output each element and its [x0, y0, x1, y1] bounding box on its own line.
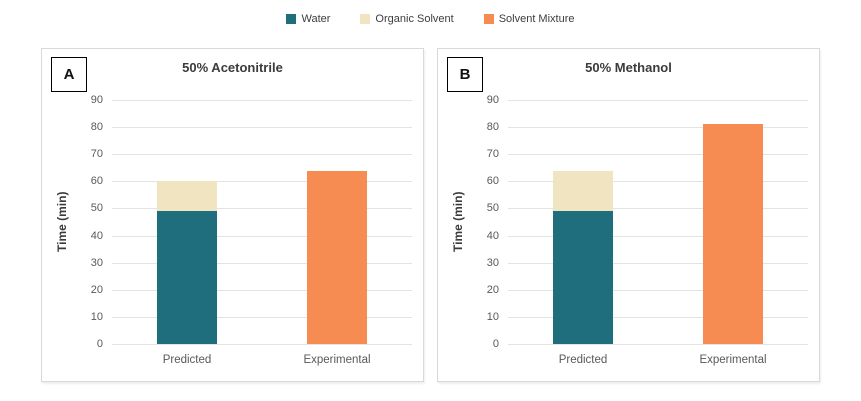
gridline-20: [112, 289, 412, 291]
gridline-60: [112, 181, 412, 183]
x-tick-label-predicted: Predicted: [162, 354, 212, 366]
panel-label-a: A: [51, 57, 87, 92]
y-tick-label-50: 50: [486, 202, 499, 215]
y-tick-label-80: 80: [90, 121, 103, 134]
gridline-10: [112, 316, 412, 318]
legend-swatch-solvent-mixture: [483, 14, 494, 24]
panel-a: A 50% Acetonitrile Time (min) 0 10 20 30 40 5…: [41, 48, 424, 382]
plot-area-b: 0 10 20 30 40 50 60 70 80 90 Predicted Experimental: [487, 94, 808, 366]
gridline-40: [508, 235, 808, 237]
y-tick-label-30: 30: [486, 256, 499, 269]
legend-swatch-organic-solvent: [360, 14, 371, 24]
gridline-10: [508, 316, 808, 318]
panel-title-b: 50% Methanol: [585, 60, 672, 75]
y-tick-label-10: 10: [90, 310, 103, 323]
y-tick-label-20: 20: [90, 283, 103, 296]
y-tick-label-30: 30: [90, 256, 103, 269]
gridline-0: [112, 344, 412, 345]
bar-segment-water: [157, 211, 217, 344]
bar-experimental: [307, 170, 367, 344]
bar-segment-solvent-mixture: [307, 170, 367, 344]
y-tick-label-40: 40: [486, 229, 499, 242]
y-tick-label-90: 90: [486, 94, 499, 106]
gridline-30: [508, 262, 808, 264]
bar-predicted: [553, 170, 613, 344]
y-tick-label-80: 80: [486, 121, 499, 134]
bar-segment-organic-solvent: [553, 170, 613, 212]
gridline-80: [112, 127, 412, 129]
legend-item-solvent-mixture: Solvent Mixture: [483, 13, 575, 25]
legend-item-water: Water: [286, 13, 330, 25]
bar-predicted: [157, 181, 217, 344]
gridline-70: [508, 154, 808, 156]
y-axis-label-b: Time (min): [451, 191, 465, 253]
gridline-60: [508, 181, 808, 183]
y-tick-label-90: 90: [90, 94, 103, 106]
y-axis-label-a: Time (min): [55, 191, 69, 253]
y-tick-label-70: 70: [90, 148, 103, 161]
x-tick-label-experimental: Experimental: [699, 354, 767, 366]
panels-row: A 50% Acetonitrile Time (min) 0 10 20 30 40 5…: [0, 48, 861, 382]
bar-experimental: [703, 124, 763, 344]
y-tick-label-0: 0: [492, 338, 499, 350]
panel-b: B 50% Methanol Time (min) 0 10 20 30 40 50 60 7…: [437, 48, 820, 382]
y-tick-label-70: 70: [486, 148, 499, 161]
gridline-70: [112, 154, 412, 156]
gridline-90: [508, 100, 808, 101]
gridline-30: [112, 262, 412, 264]
panel-title-a: 50% Acetonitrile: [182, 60, 283, 75]
gridline-20: [508, 289, 808, 291]
legend-label-organic-solvent: Organic Solvent: [375, 13, 454, 25]
legend-swatch-water: [286, 14, 297, 24]
gridline-80: [508, 127, 808, 129]
bar-segment-organic-solvent: [157, 181, 217, 212]
y-tick-label-60: 60: [90, 175, 103, 188]
gridline-0: [508, 344, 808, 345]
x-tick-label-experimental: Experimental: [303, 354, 371, 366]
legend-item-organic-solvent: Organic Solvent: [360, 13, 454, 25]
y-tick-label-0: 0: [96, 338, 103, 350]
y-tick-label-40: 40: [90, 229, 103, 242]
gridline-40: [112, 235, 412, 237]
bar-segment-water: [553, 211, 613, 344]
gridline-90: [112, 100, 412, 101]
y-tick-label-20: 20: [486, 283, 499, 296]
y-tick-label-50: 50: [90, 202, 103, 215]
y-tick-label-10: 10: [486, 310, 499, 323]
panel-label-b: B: [447, 57, 483, 92]
legend-label-solvent-mixture: Solvent Mixture: [498, 13, 575, 25]
x-tick-label-predicted: Predicted: [558, 354, 608, 366]
bar-segment-solvent-mixture: [703, 124, 763, 344]
plot-area-a: 0 10 20 30 40 50 60 70 80 90 Predicted Experimental: [91, 94, 412, 366]
gridline-50: [508, 208, 808, 210]
chart-legend: Water Organic Solvent Solvent Mixture: [0, 13, 861, 25]
y-tick-label-60: 60: [486, 175, 499, 188]
gridline-50: [112, 208, 412, 210]
legend-label-water: Water: [301, 13, 331, 25]
